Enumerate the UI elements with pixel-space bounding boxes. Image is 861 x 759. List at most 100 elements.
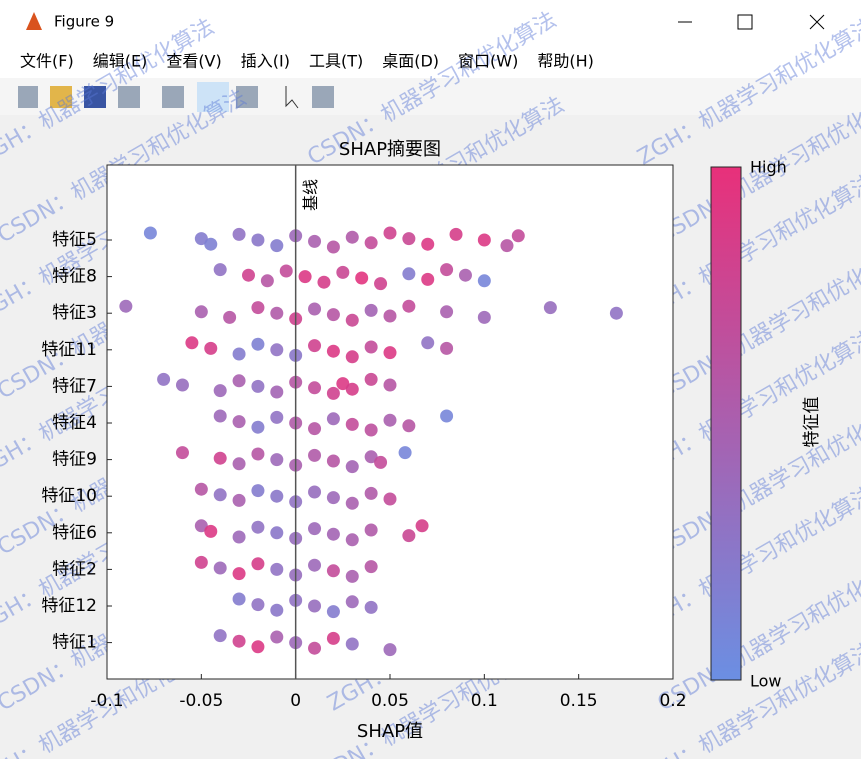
shap-point — [345, 637, 359, 651]
shap-point — [143, 226, 157, 240]
shap-point — [326, 631, 340, 645]
shap-point — [232, 530, 246, 544]
shap-point — [308, 339, 322, 353]
shap-point — [364, 423, 378, 437]
shap-point — [326, 527, 340, 541]
menu-item[interactable]: 窗口(W) — [458, 52, 518, 71]
shap-point — [326, 564, 340, 578]
tool-property[interactable] — [312, 86, 334, 108]
shap-point — [398, 446, 412, 460]
tool-colorbar[interactable] — [197, 82, 229, 112]
x-axis-label: SHAP值 — [357, 721, 423, 742]
shap-point — [232, 493, 246, 507]
shap-point — [251, 484, 265, 498]
app-icon — [26, 12, 42, 30]
shap-point — [477, 310, 491, 324]
y-tick-label: 特征10 — [41, 486, 97, 506]
title-bar — [0, 0, 861, 45]
shap-point — [383, 226, 397, 240]
shap-point — [326, 412, 340, 426]
shap-point — [270, 603, 284, 617]
shap-point — [251, 447, 265, 461]
y-tick-label: 特征4 — [52, 413, 97, 433]
y-tick-label: 特征2 — [52, 559, 97, 579]
shap-point — [364, 600, 378, 614]
menu-item[interactable]: 查看(V) — [166, 52, 221, 71]
shap-point — [251, 301, 265, 315]
shap-point — [364, 372, 378, 386]
shap-point — [308, 485, 322, 499]
shap-point — [477, 274, 491, 288]
colorbar-high: High — [750, 158, 787, 177]
shap-point — [232, 374, 246, 388]
shap-point — [204, 524, 218, 538]
menu-item[interactable]: 插入(I) — [241, 52, 290, 71]
shap-point — [213, 384, 227, 398]
y-tick-label: 特征3 — [52, 303, 97, 323]
shap-point — [440, 341, 454, 355]
shap-point — [232, 592, 246, 606]
shap-point — [308, 599, 322, 613]
shap-point — [194, 232, 208, 246]
shap-point — [440, 263, 454, 277]
tool-print[interactable] — [118, 86, 140, 108]
maximize-button[interactable] — [737, 14, 753, 30]
menu-item[interactable]: 文件(F) — [20, 52, 74, 71]
shap-point — [326, 454, 340, 468]
shap-point — [251, 598, 265, 612]
shap-point — [326, 605, 340, 619]
shap-point — [232, 457, 246, 471]
shap-point — [402, 299, 416, 313]
shap-point — [279, 264, 293, 278]
shap-point — [345, 417, 359, 431]
menu-item[interactable]: 编辑(E) — [93, 52, 148, 71]
shap-point — [345, 313, 359, 327]
shap-point — [364, 303, 378, 317]
shap-point — [336, 265, 350, 279]
shap-point — [251, 337, 265, 351]
tool-legend[interactable] — [236, 86, 258, 108]
shap-point — [374, 455, 388, 469]
shap-point — [326, 240, 340, 254]
shap-point — [440, 409, 454, 423]
shap-point — [213, 409, 227, 423]
shap-point — [364, 486, 378, 500]
tool-open[interactable] — [50, 86, 72, 108]
tool-save[interactable] — [84, 86, 106, 108]
x-tick-label: -0.1 — [90, 691, 123, 711]
shap-point — [213, 561, 227, 575]
y-tick-label: 特征12 — [41, 596, 97, 616]
shap-point — [270, 453, 284, 467]
shap-point — [232, 567, 246, 581]
y-tick-label: 特征1 — [52, 633, 97, 653]
menu-item[interactable]: 帮助(H) — [537, 52, 594, 71]
menu-item[interactable]: 桌面(D) — [382, 52, 439, 71]
shap-point — [308, 422, 322, 436]
tool-link[interactable] — [162, 86, 184, 108]
shap-point — [232, 347, 246, 361]
menu-item[interactable]: 工具(T) — [309, 52, 363, 71]
shap-point — [449, 227, 463, 241]
y-tick-label: 特征7 — [52, 376, 97, 396]
shap-point — [175, 446, 189, 460]
shap-point — [609, 306, 623, 320]
tool-pointer[interactable] — [285, 86, 299, 109]
shap-point — [119, 299, 133, 313]
shap-point — [204, 341, 218, 355]
shap-point — [232, 634, 246, 648]
shap-point — [270, 239, 284, 253]
tool-new[interactable] — [18, 86, 38, 108]
shap-point — [194, 519, 208, 533]
shap-point — [345, 350, 359, 364]
shap-point — [194, 555, 208, 569]
shap-point — [326, 386, 340, 400]
shap-point — [270, 562, 284, 576]
shap-point — [213, 629, 227, 643]
shap-point — [500, 239, 514, 253]
shap-point — [345, 230, 359, 244]
shap-point — [477, 233, 491, 247]
shap-point — [402, 419, 416, 433]
shap-point — [298, 270, 312, 284]
shap-point — [157, 372, 171, 386]
close-button[interactable] — [809, 14, 825, 30]
